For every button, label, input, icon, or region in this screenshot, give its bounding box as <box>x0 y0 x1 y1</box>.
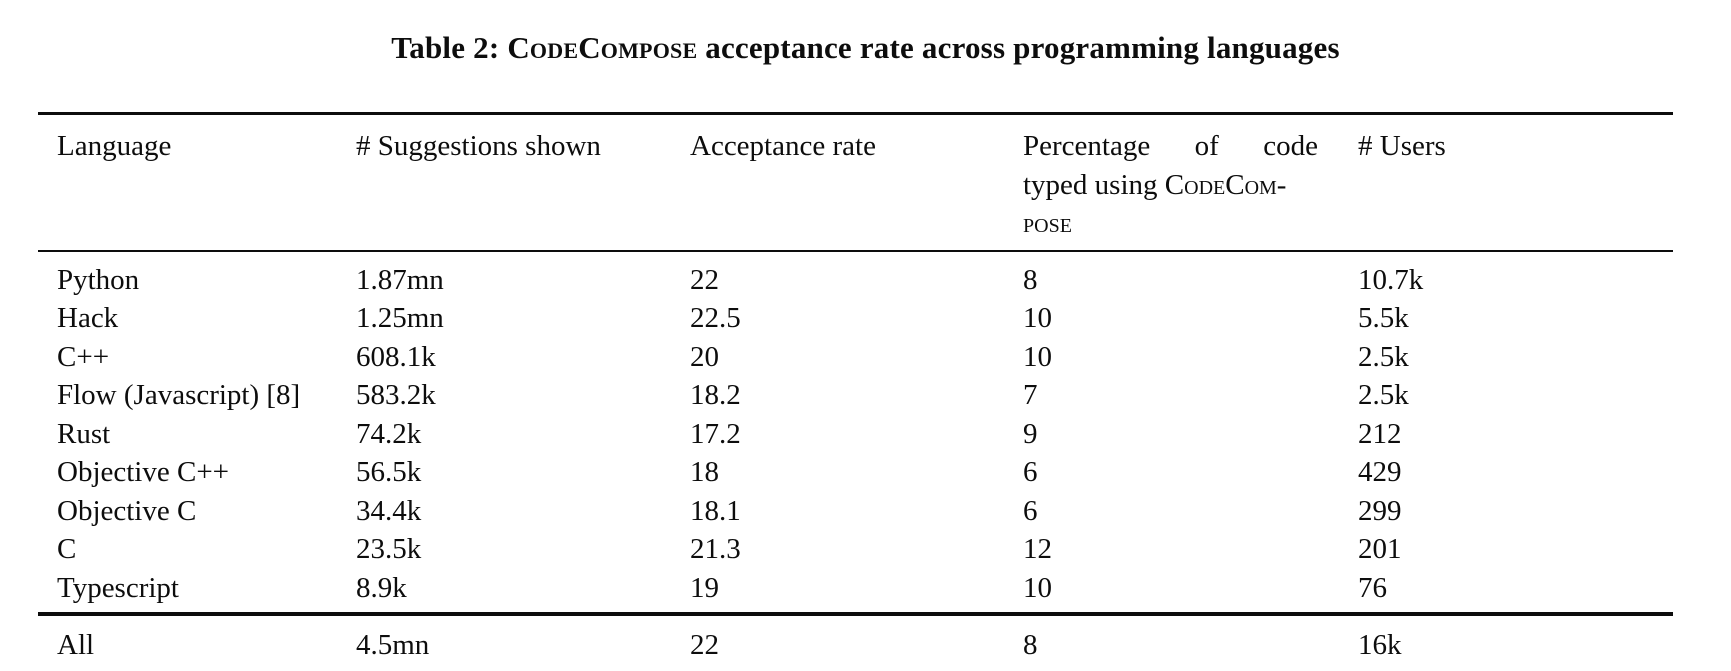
header-percentage-line3: pose <box>1023 204 1318 243</box>
table-row-rust: Rust 74.2k 17.2 9 212 <box>38 415 1673 454</box>
cell-acceptance: 21.3 <box>690 533 741 565</box>
table-row-all: All 4.5mn 22 8 16k <box>38 612 1673 665</box>
cell-users: 10.7k <box>1358 263 1424 296</box>
cell-suggestions: 1.87mn <box>356 263 444 296</box>
cell-acceptance: 22.5 <box>690 302 741 334</box>
cell-percentage: 10 <box>1023 571 1052 604</box>
cell-acceptance: 22 <box>690 263 719 296</box>
header-users: # Users <box>1358 113 1673 252</box>
cell-acceptance: 20 <box>690 340 719 373</box>
cell-suggestions-all: 4.5mn <box>356 612 690 665</box>
cell-language: Typescript <box>57 571 179 604</box>
cell-percentage: 10 <box>1023 302 1052 334</box>
cell-percentage: 12 <box>1023 533 1052 565</box>
header-brand-pose: pose <box>1023 207 1072 239</box>
cell-users-all: 16k <box>1358 612 1673 665</box>
cell-acceptance-all: 22 <box>690 612 1023 665</box>
table-row-python: Python 1.87mn 22 8 10.7k <box>38 251 1673 300</box>
cell-acceptance: 19 <box>690 571 719 604</box>
table-row-hack: Hack 1.25mn 22.5 10 5.5k <box>38 299 1673 338</box>
header-percentage-line2: typed using CodeCom- <box>1023 168 1287 201</box>
cell-suggestions: 8.9k <box>356 571 407 604</box>
cell-users: 2.5k <box>1358 379 1409 411</box>
caption-brand-codecompose: CodeCompose <box>507 30 698 65</box>
acceptance-rate-table: Language # Suggestions shown Acceptance … <box>38 112 1673 665</box>
cell-users: 5.5k <box>1358 302 1409 334</box>
cell-suggestions: 583.2k <box>356 379 436 411</box>
cell-users: 429 <box>1358 456 1402 488</box>
cell-users: 201 <box>1358 533 1402 565</box>
table-row-c: C 23.5k 21.3 12 201 <box>38 530 1673 569</box>
cell-percentage: 9 <box>1023 417 1038 450</box>
table-row-cpp: C++ 608.1k 20 10 2.5k <box>38 338 1673 377</box>
table-row-flow: Flow (Javascript) [8] 583.2k 18.2 7 2.5k <box>38 376 1673 415</box>
cell-users: 299 <box>1358 494 1402 527</box>
cell-language: Rust <box>57 417 111 450</box>
header-percentage-line1: Percentage of code <box>1023 130 1318 162</box>
cell-percentage-all: 8 <box>1023 612 1358 665</box>
table-row-objective-c: Objective C 34.4k 18.1 6 299 <box>38 492 1673 531</box>
cell-language: Flow (Javascript) [8] <box>57 379 301 411</box>
cell-suggestions: 608.1k <box>356 340 436 373</box>
header-acceptance-rate: Acceptance rate <box>690 113 1023 252</box>
table-footer: All 4.5mn 22 8 16k <box>38 612 1673 665</box>
cell-language: Hack <box>57 302 119 334</box>
header-brand-codecom: CodeCom- <box>1164 168 1287 201</box>
cell-language: Objective C++ <box>57 456 230 488</box>
cell-language: Python <box>57 263 140 296</box>
cell-users: 76 <box>1358 571 1387 604</box>
cell-acceptance: 18.1 <box>690 494 741 527</box>
caption-prefix: Table 2: <box>391 30 508 65</box>
table-header: Language # Suggestions shown Acceptance … <box>38 113 1673 252</box>
header-row: Language # Suggestions shown Acceptance … <box>38 113 1673 252</box>
cell-language: Objective C <box>57 494 197 527</box>
cell-acceptance: 18.2 <box>690 379 741 411</box>
header-language: Language <box>38 113 356 252</box>
header-percentage-typed: Percentage of code typed using CodeCom- … <box>1023 113 1358 252</box>
cell-suggestions: 56.5k <box>356 456 422 488</box>
cell-users: 2.5k <box>1358 340 1409 373</box>
table-body: Python 1.87mn 22 8 10.7k Hack 1.25mn 22.… <box>38 251 1673 615</box>
table-caption: Table 2: CodeCompose acceptance rate acr… <box>0 0 1731 65</box>
cell-acceptance: 18 <box>690 456 719 488</box>
cell-suggestions: 1.25mn <box>356 302 444 334</box>
cell-language: C <box>57 533 77 565</box>
cell-suggestions: 34.4k <box>356 494 422 527</box>
cell-suggestions: 74.2k <box>356 417 422 450</box>
cell-percentage: 7 <box>1023 379 1038 411</box>
cell-percentage: 10 <box>1023 340 1052 373</box>
header-suggestions-shown: # Suggestions shown <box>356 113 690 252</box>
cell-percentage: 6 <box>1023 456 1038 488</box>
cell-language-all: All <box>38 612 356 665</box>
table-row-typescript: Typescript 8.9k 19 10 76 <box>38 569 1673 615</box>
cell-users: 212 <box>1358 417 1402 450</box>
cell-suggestions: 23.5k <box>356 533 422 565</box>
caption-suffix: acceptance rate across programming langu… <box>697 30 1340 65</box>
cell-acceptance: 17.2 <box>690 417 741 450</box>
cell-language: C++ <box>57 340 110 373</box>
cell-percentage: 8 <box>1023 263 1038 296</box>
cell-percentage: 6 <box>1023 494 1038 527</box>
table-row-objective-cpp: Objective C++ 56.5k 18 6 429 <box>38 453 1673 492</box>
